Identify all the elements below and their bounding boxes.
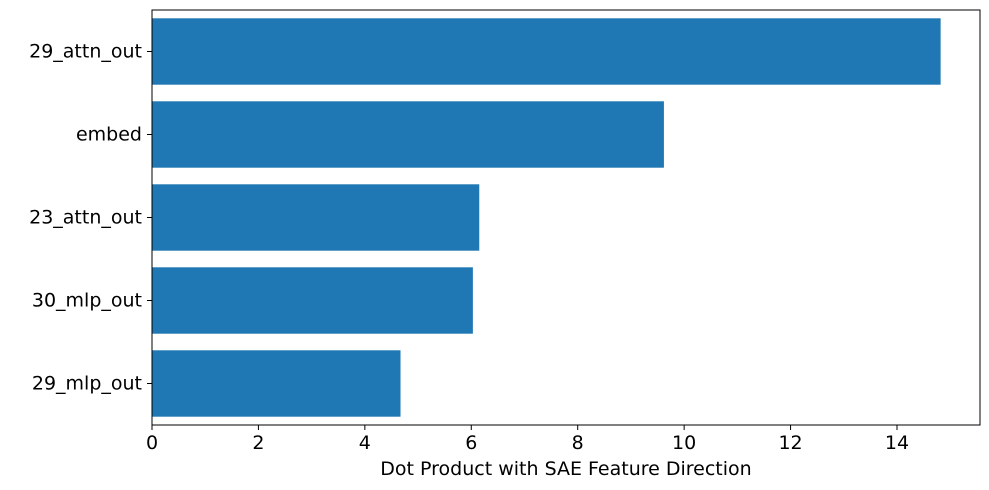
x-tick-label: 12 <box>778 432 802 454</box>
x-tick-label: 8 <box>572 432 584 454</box>
y-tick-label: 29_mlp_out <box>32 373 142 395</box>
y-tick-label: embed <box>76 124 142 146</box>
x-tick-label: 6 <box>465 432 477 454</box>
bar-embed <box>152 101 664 168</box>
x-axis-label: Dot Product with SAE Feature Direction <box>380 458 751 480</box>
bar-23_attn_out <box>152 184 480 251</box>
x-axis: 0 2 4 6 8 10 12 14 <box>146 425 909 454</box>
bar-29_mlp_out <box>152 350 401 417</box>
x-tick-label: 2 <box>252 432 264 454</box>
x-tick-label: 0 <box>146 432 158 454</box>
bars-group <box>152 18 941 417</box>
x-tick-label: 4 <box>359 432 371 454</box>
y-tick-label: 23_attn_out <box>29 207 142 229</box>
x-tick-label: 14 <box>885 432 909 454</box>
y-tick-label: 30_mlp_out <box>32 290 142 312</box>
x-tick-label: 10 <box>672 432 696 454</box>
y-tick-label: 29_attn_out <box>29 41 142 63</box>
bar-29_attn_out <box>152 18 941 85</box>
bar-30_mlp_out <box>152 267 473 334</box>
